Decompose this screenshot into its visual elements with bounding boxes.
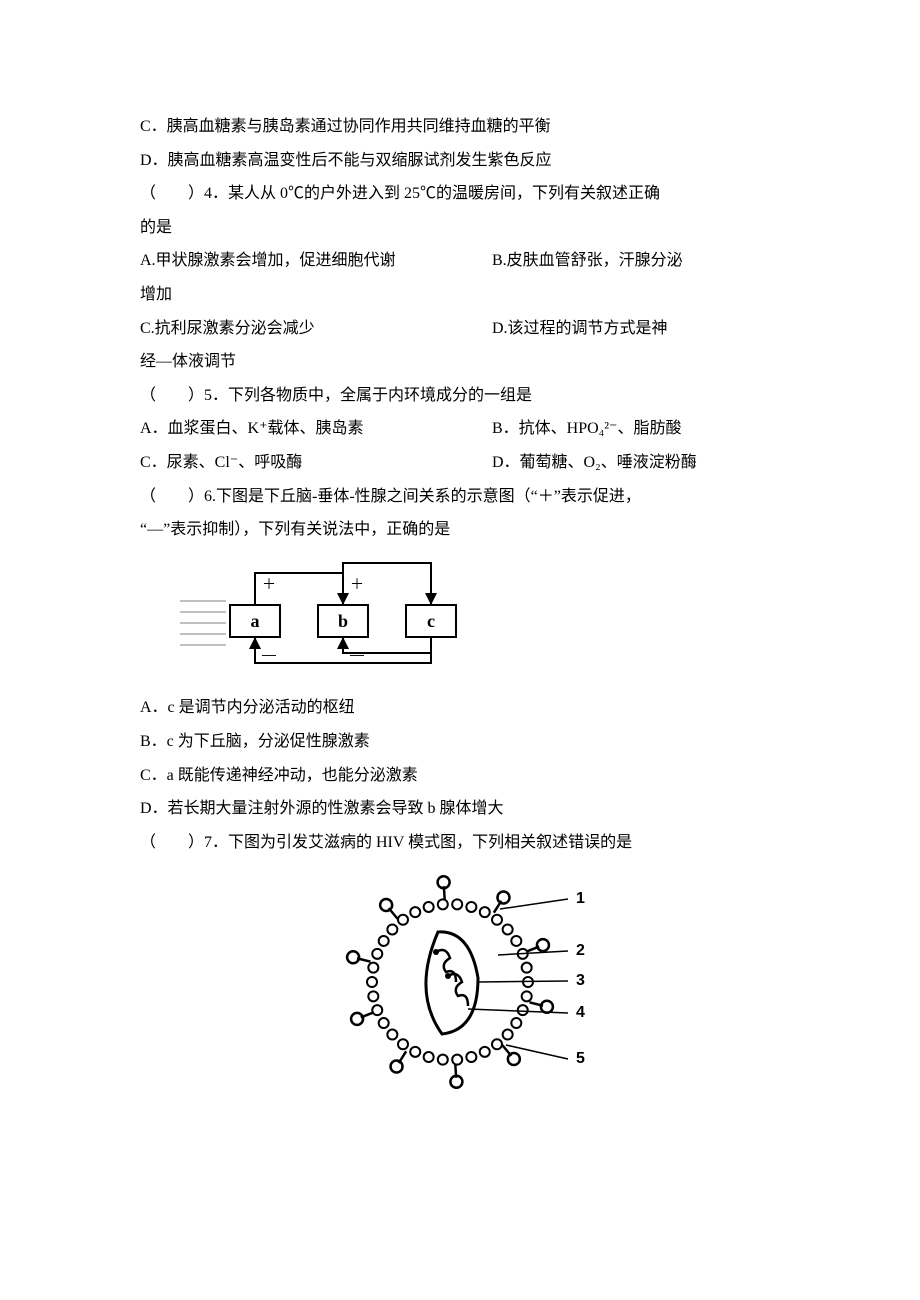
q7-stem: （ ）7．下图为引发艾滋病的 HIV 模式图，下列相关叙述错误的是 [140, 826, 780, 860]
svg-text:＋: ＋ [262, 576, 276, 592]
svg-text:c: c [427, 611, 435, 631]
q6-diagram: a b c ＋ ＋ — — [180, 553, 780, 686]
svg-text:5: 5 [576, 1050, 585, 1067]
svg-text:—: — [262, 646, 276, 662]
q6-option-b: B．c 为下丘脑，分泌促性腺激素 [140, 725, 780, 759]
q5-option-a: A．血浆蛋白、K⁺载体、胰岛素 [140, 412, 492, 446]
document-page: C．胰高血糖素与胰岛素通过协同作用共同维持血糖的平衡 D．胰高血糖素高温变性后不… [0, 0, 920, 1150]
q4-stem-line1: （ ）4．某人从 0℃的户外进入到 25℃的温暖房间，下列有关叙述正确 [140, 177, 780, 211]
q4-option-d-part1: D.该过程的调节方式是神 [492, 312, 780, 346]
q4-stem-line2: 的是 [140, 211, 780, 245]
svg-text:3: 3 [576, 972, 585, 989]
hiv-svg: 1 2 3 4 5 [330, 867, 590, 1097]
q6-option-d: D．若长期大量注射外源的性激素会导致 b 腺体增大 [140, 792, 780, 826]
q4-option-d-part2: 经—体液调节 [140, 345, 780, 379]
q3-option-c: C．胰高血糖素与胰岛素通过协同作用共同维持血糖的平衡 [140, 110, 780, 144]
svg-text:—: — [350, 646, 364, 662]
svg-text:＋: ＋ [350, 576, 364, 592]
svg-text:4: 4 [576, 1004, 585, 1021]
q6-stem-line1: （ ）6.下图是下丘脑-垂体-性腺之间关系的示意图（“＋”表示促进， [140, 480, 780, 514]
q5-stem: （ ）5．下列各物质中，全属于内环境成分的一组是 [140, 379, 780, 413]
q6-option-c: C．a 既能传递神经冲动，也能分泌激素 [140, 759, 780, 793]
q5-option-b: B．抗体、HPO₄²⁻、脂肪酸 [492, 412, 780, 446]
q5-option-c: C．尿素、Cl⁻、呼吸酶 [140, 446, 492, 480]
q6-option-a: A．c 是调节内分泌活动的枢纽 [140, 691, 780, 725]
svg-text:a: a [251, 611, 260, 631]
q5-option-d: D．葡萄糖、O₂、唾液淀粉酶 [492, 446, 780, 480]
q3-option-d: D．胰高血糖素高温变性后不能与双缩脲试剂发生紫色反应 [140, 144, 780, 178]
svg-text:b: b [338, 611, 348, 631]
q4-option-b-part1: B.皮肤血管舒张，汗腺分泌 [492, 244, 780, 278]
q4-option-a: A.甲状腺激素会增加，促进细胞代谢 [140, 244, 492, 278]
q7-diagram: 1 2 3 4 5 [140, 867, 780, 1110]
flowchart-svg: a b c ＋ ＋ — — [180, 553, 480, 673]
q4-option-b-part2: 增加 [140, 278, 780, 312]
svg-text:2: 2 [576, 942, 585, 959]
svg-text:1: 1 [576, 890, 585, 907]
q4-option-c: C.抗利尿激素分泌会减少 [140, 312, 492, 346]
q6-stem-line2: “—”表示抑制），下列有关说法中，正确的是 [140, 513, 780, 547]
